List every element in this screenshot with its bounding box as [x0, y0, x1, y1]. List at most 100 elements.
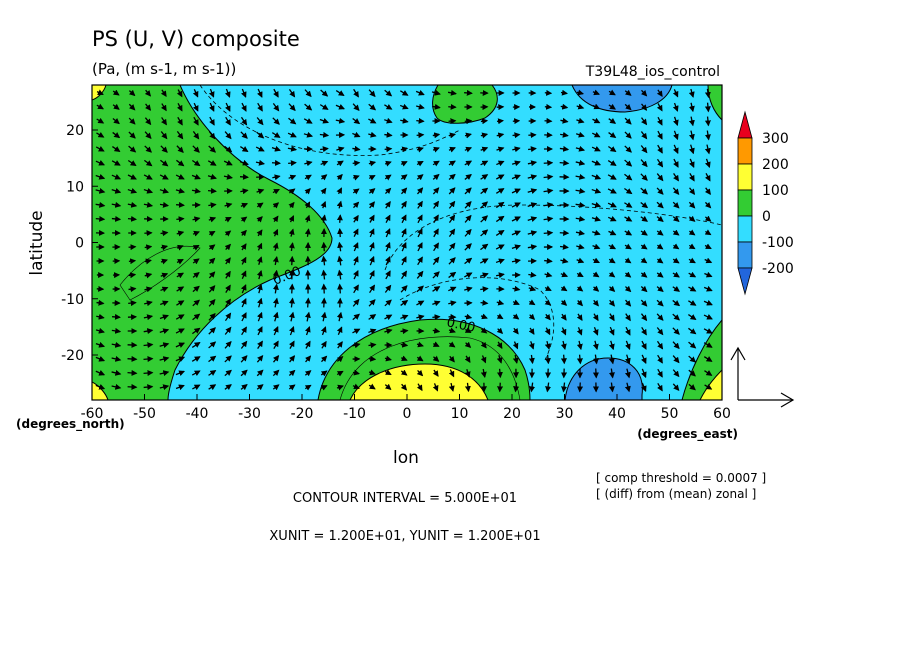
wind-vector — [352, 313, 361, 321]
wind-vector — [352, 201, 360, 209]
wind-vector — [128, 244, 137, 251]
wind-vector — [272, 297, 279, 308]
wind-vector — [384, 355, 392, 362]
wind-vector — [127, 383, 138, 390]
wind-vector — [208, 327, 216, 335]
wind-vector — [528, 341, 535, 350]
wind-vector — [496, 174, 505, 181]
colorbar-bottom-arrow — [737, 267, 753, 296]
wind-vector — [208, 355, 217, 363]
wind-vector — [223, 173, 233, 180]
wind-vector — [673, 130, 679, 141]
wind-vector — [704, 229, 712, 236]
wind-vector — [448, 200, 456, 209]
wind-vector — [207, 187, 217, 194]
wind-vector — [464, 132, 472, 139]
wind-vector — [192, 258, 200, 265]
wind-vector — [415, 103, 425, 110]
wind-vector — [448, 173, 456, 181]
wind-vector — [208, 216, 217, 223]
wind-vector — [256, 229, 263, 237]
wind-vector — [496, 160, 505, 167]
wind-vector — [208, 298, 216, 307]
colorbar-seg-neg100-0 — [737, 215, 753, 243]
wind-vector — [143, 370, 154, 377]
wind-vector — [672, 383, 680, 391]
wind-vector — [464, 228, 472, 237]
wind-vector — [624, 215, 633, 222]
wind-vector — [241, 102, 247, 112]
wind-vector — [240, 202, 249, 209]
wind-vector — [704, 201, 712, 209]
wind-vector — [672, 271, 680, 278]
wind-vector — [416, 187, 424, 195]
threshold-note: [ comp threshold = 0.0007 ] — [596, 471, 766, 485]
wind-vector — [304, 214, 311, 223]
wind-vector — [256, 117, 264, 126]
wind-vector — [208, 312, 216, 321]
wind-vector — [191, 327, 201, 335]
wind-vector — [271, 132, 281, 138]
colorbar-seg-100-200 — [737, 163, 753, 191]
wind-vector — [591, 229, 601, 236]
wind-vector — [273, 340, 279, 349]
wind-vector — [448, 257, 456, 265]
wind-vector — [591, 215, 601, 222]
wind-vector — [160, 89, 167, 98]
wind-vector — [95, 187, 106, 194]
wind-vector — [384, 131, 393, 138]
wind-vector — [240, 384, 248, 391]
wind-vector — [384, 187, 392, 195]
wind-vector — [657, 354, 663, 364]
colorbar-seg-neg200-neg100 — [737, 241, 753, 269]
wind-vector — [128, 117, 136, 125]
wind-vector — [224, 230, 232, 237]
wind-vector — [608, 326, 615, 336]
wind-vector — [527, 188, 538, 195]
wind-vector — [192, 130, 200, 140]
wind-vector — [528, 299, 536, 306]
wind-vector — [416, 355, 424, 362]
wind-vector — [336, 356, 344, 363]
wind-vector — [111, 355, 122, 362]
wind-vector — [111, 201, 122, 208]
wind-vector — [464, 214, 472, 223]
wind-vector — [144, 89, 152, 97]
x-tick-label: 30 — [556, 406, 574, 422]
wind-vector — [241, 298, 247, 308]
wind-vector — [385, 270, 391, 280]
wind-vector — [320, 146, 329, 153]
vector-unit-note: XUNIT = 1.200E+01, YUNIT = 1.200E+01 — [269, 529, 540, 544]
wind-vector — [336, 370, 344, 377]
wind-vector — [416, 160, 424, 167]
wind-vector — [527, 202, 538, 209]
wind-vector — [511, 202, 521, 208]
wind-vector — [497, 382, 504, 393]
wind-vector — [208, 244, 216, 251]
wind-vector — [208, 271, 216, 279]
x-tick-label: -50 — [133, 406, 156, 422]
colorbar-top-arrow — [737, 110, 753, 139]
wind-vector — [480, 187, 489, 195]
wind-vector — [480, 229, 489, 237]
colorbar-label-neg200: -200 — [762, 261, 794, 277]
wind-vector — [192, 272, 200, 279]
wind-vector — [496, 341, 503, 349]
wind-vector — [608, 382, 615, 393]
wind-vector — [273, 326, 279, 336]
wind-vector — [688, 144, 695, 155]
wind-vector — [592, 340, 599, 351]
wind-vector — [704, 243, 712, 250]
x-tick-label: 0 — [403, 406, 412, 422]
wind-vector — [576, 243, 585, 250]
wind-vector — [400, 285, 408, 293]
wind-vector — [512, 299, 520, 306]
wind-vector — [544, 271, 553, 278]
wind-vector — [271, 159, 281, 166]
wind-vector — [128, 286, 137, 293]
wind-vector — [256, 216, 263, 223]
wind-vector — [384, 284, 392, 293]
wind-vector — [336, 384, 344, 391]
wind-vector — [288, 215, 295, 223]
wind-vector — [704, 383, 713, 390]
